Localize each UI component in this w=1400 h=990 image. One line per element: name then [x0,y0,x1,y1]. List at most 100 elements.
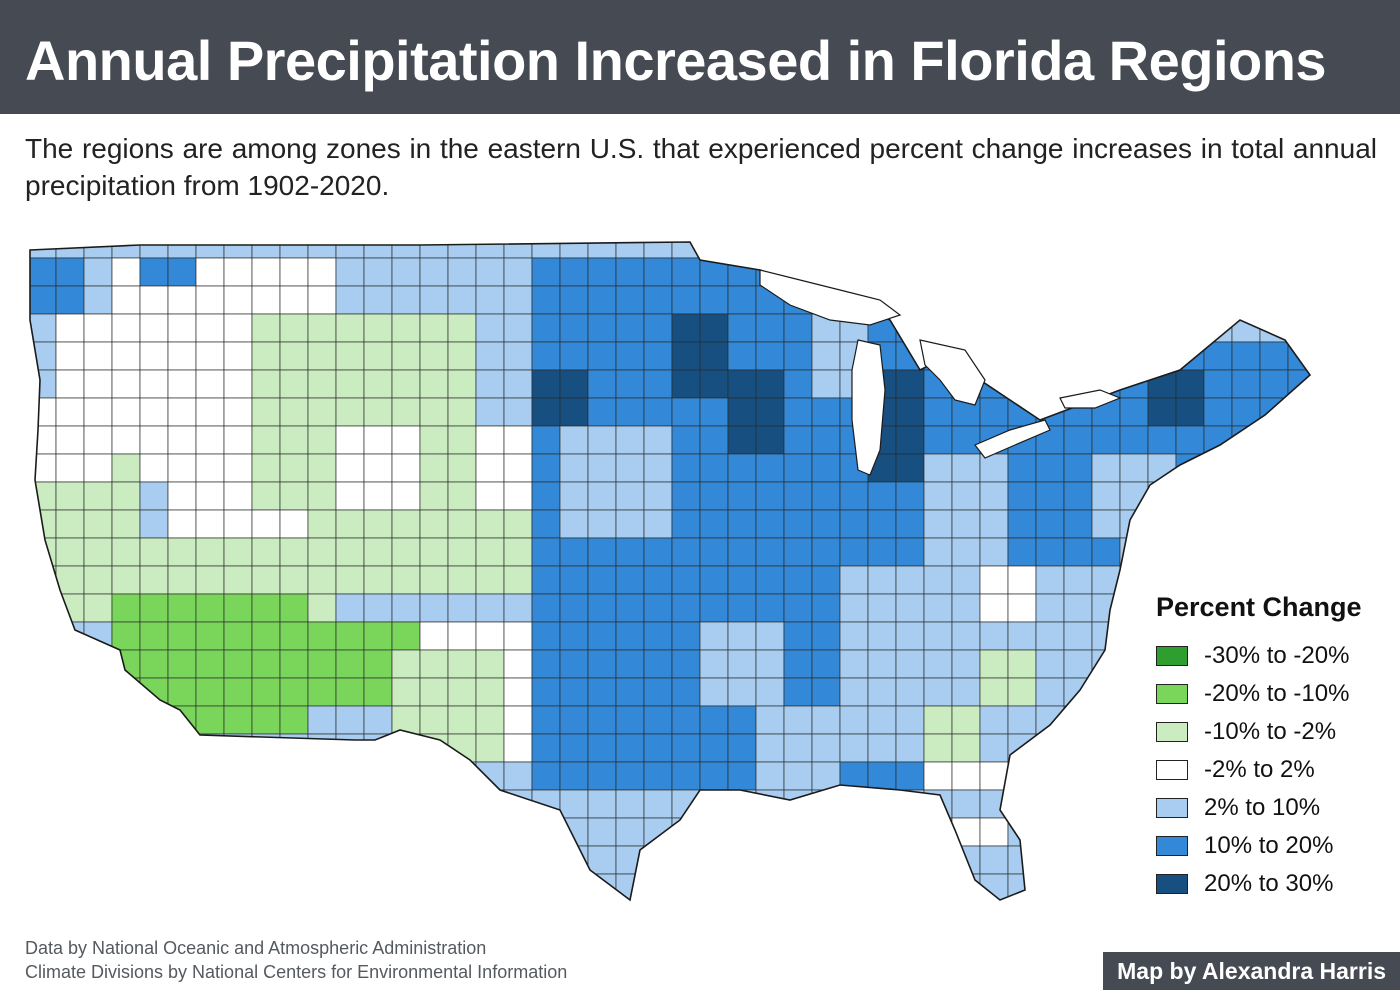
climate-division [503,397,533,427]
climate-division [1231,453,1261,483]
climate-division [1119,369,1149,399]
climate-division [755,873,785,900]
climate-division [811,341,841,371]
climate-division [1287,481,1310,511]
legend-label: 10% to 20% [1204,832,1334,859]
climate-division [111,845,141,875]
climate-division [923,397,953,427]
climate-division [671,257,701,287]
climate-division [279,509,309,539]
climate-division [1036,902,1064,930]
climate-division [503,369,533,399]
climate-division [391,341,421,371]
climate-division [559,565,589,595]
climate-division [55,242,85,259]
climate-division [363,285,393,315]
climate-division [447,649,477,679]
legend-item: 20% to 30% [1156,865,1396,903]
climate-division [643,397,673,427]
climate-division [1259,313,1289,343]
climate-division [700,902,728,930]
legend-item: 10% to 20% [1156,827,1396,865]
climate-division [503,593,533,623]
climate-division [587,649,617,679]
climate-division [895,537,925,567]
legend-label: 20% to 30% [1204,870,1334,897]
climate-division [223,621,253,651]
climate-division [1064,902,1092,930]
climate-division [363,565,393,595]
climate-division [1007,509,1037,539]
climate-division [895,257,925,287]
climate-division [279,257,309,287]
climate-division [0,762,28,790]
climate-division [475,313,505,343]
climate-division [1007,242,1037,259]
climate-division [783,845,813,875]
climate-division [643,369,673,399]
climate-division [0,818,28,846]
climate-division [335,369,365,399]
climate-division [167,789,197,819]
climate-division [1091,705,1121,735]
climate-division [447,425,477,455]
climate-division [615,285,645,315]
climate-division [139,649,169,679]
climate-division [279,369,309,399]
climate-division [895,621,925,651]
climate-division [895,242,925,259]
climate-division [811,649,841,679]
climate-division [615,733,645,763]
climate-division [30,677,57,707]
climate-division [111,285,141,315]
climate-division [615,453,645,483]
climate-division [1119,242,1149,259]
climate-division [839,873,869,900]
climate-division [895,593,925,623]
climate-division [30,425,57,455]
climate-division [223,397,253,427]
climate-division [615,677,645,707]
climate-division [699,733,729,763]
climate-division [896,902,924,930]
climate-division [1147,425,1177,455]
climate-division [55,621,85,651]
climate-division [475,369,505,399]
climate-division [419,873,449,900]
climate-division [1259,565,1289,595]
climate-division [419,677,449,707]
legend-title: Percent Change [1156,592,1362,622]
climate-division [1119,649,1149,679]
climate-division [195,677,225,707]
climate-division [223,369,253,399]
climate-division [195,593,225,623]
climate-division [55,761,85,791]
climate-division [475,537,505,567]
climate-division [447,677,477,707]
climate-division [307,817,337,847]
climate-division [83,341,113,371]
climate-division [139,257,169,287]
climate-division [895,761,925,791]
climate-division [167,761,197,791]
climate-division [867,761,897,791]
climate-division [251,789,281,819]
climate-division [755,481,785,511]
climate-division [195,509,225,539]
climate-division [476,902,504,930]
climate-division [1063,621,1093,651]
climate-division [503,565,533,595]
climate-division [783,509,813,539]
climate-division [1063,817,1093,847]
legend-swatch [1156,646,1188,666]
climate-division [447,257,477,287]
legend-item: -30% to -20% [1156,637,1396,675]
climate-division [867,537,897,567]
climate-division [839,845,869,875]
climate-division [279,341,309,371]
climate-division [335,845,365,875]
climate-division [447,341,477,371]
climate-division [1231,425,1261,455]
climate-division [784,902,812,930]
climate-division [615,537,645,567]
